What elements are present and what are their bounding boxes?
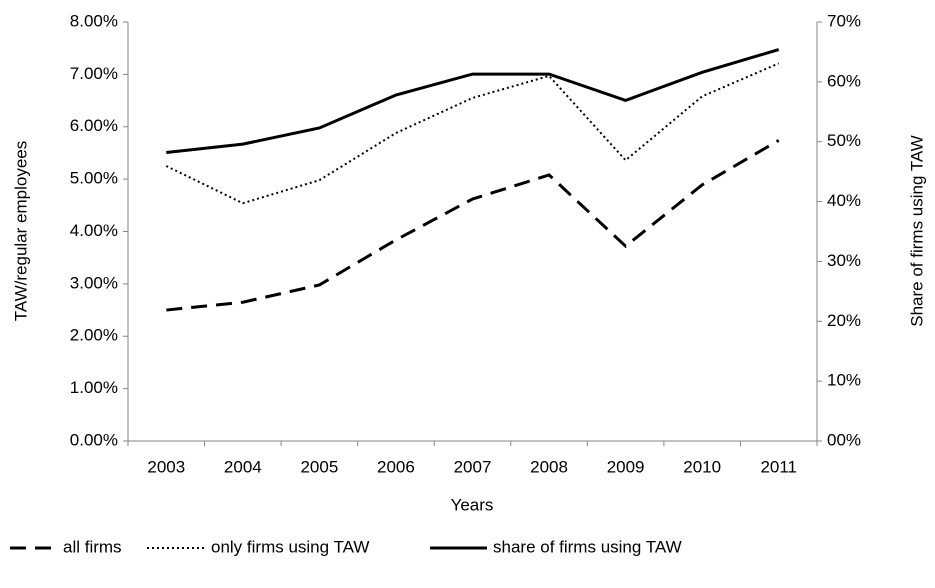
- y-tick-label: 6.00%: [70, 116, 118, 135]
- legend-label: only firms using TAW: [211, 537, 369, 556]
- y-tick-label: 5.00%: [70, 169, 118, 188]
- x-tick-label: 2010: [683, 457, 721, 476]
- x-axis-title: Years: [451, 495, 494, 514]
- y2-tick-label: 40%: [827, 191, 861, 210]
- y2-tick-label: 50%: [827, 131, 861, 150]
- y2-tick-label: 30%: [827, 251, 861, 270]
- y2-tick-label: 70%: [827, 11, 861, 30]
- y-tick-label: 7.00%: [70, 64, 118, 83]
- line-series: [166, 139, 780, 312]
- legend-label: share of firms using TAW: [493, 537, 682, 556]
- y-tick-label: 2.00%: [70, 326, 118, 345]
- x-tick-label: 2005: [300, 457, 338, 476]
- x-tick-label: 2003: [147, 457, 185, 476]
- x-tick-label: 2004: [224, 457, 262, 476]
- x-tick-label: 2006: [377, 457, 415, 476]
- x-tick-label: 2009: [607, 457, 645, 476]
- y-axis-title: TAW/regular employees: [11, 141, 30, 321]
- y-tick-label: 1.00%: [70, 378, 118, 397]
- y2-axis-title: Share of firms using TAW: [907, 135, 926, 326]
- line-series: [166, 48, 780, 154]
- x-tick-label: 2007: [454, 457, 492, 476]
- y-tick-label: 4.00%: [70, 221, 118, 240]
- y-tick-label: 3.00%: [70, 273, 118, 292]
- y-tick-label: 0.00%: [70, 430, 118, 449]
- y2-tick-label: 10%: [827, 371, 861, 390]
- y2-tick-label: 00%: [827, 430, 861, 449]
- x-tick-label: 2008: [530, 457, 568, 476]
- legend-label: all firms: [63, 537, 122, 556]
- line-series: [165, 62, 780, 205]
- x-tick-label: 2011: [760, 457, 797, 476]
- y2-tick-label: 20%: [827, 311, 861, 330]
- y-tick-label: 8.00%: [70, 11, 118, 30]
- y2-tick-label: 60%: [827, 71, 861, 90]
